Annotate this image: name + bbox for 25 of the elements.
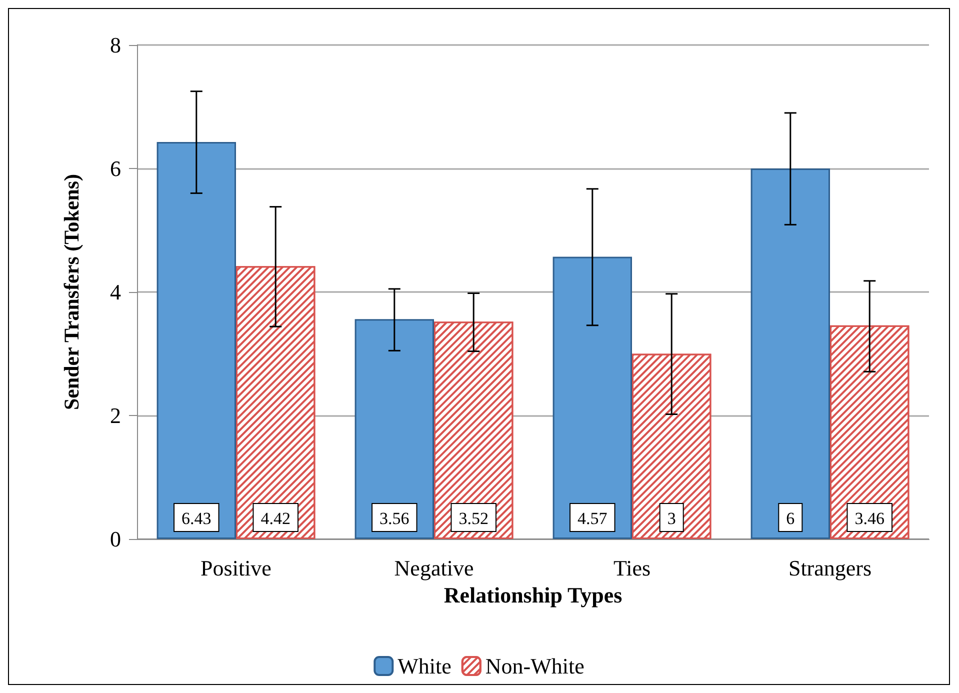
x-axis-title: Relationship Types: [444, 582, 623, 608]
data-label: 6.43: [182, 509, 212, 528]
x-tick-label: Ties: [613, 556, 651, 580]
data-label: 4.57: [578, 509, 608, 528]
data-label: 6: [786, 509, 795, 528]
x-tick-label: Strangers: [788, 556, 872, 580]
data-label: 3.46: [854, 509, 884, 528]
y-tick-label: 2: [110, 403, 121, 428]
y-tick-label: 0: [110, 526, 121, 552]
legend-label: Non-White: [485, 654, 584, 678]
bar: [552, 256, 632, 539]
y-axis-title: Sender Transfers (Tokens): [60, 174, 84, 410]
data-label: 3.56: [380, 509, 410, 528]
bar: [750, 168, 830, 539]
x-tick-label: Positive: [200, 556, 272, 580]
legend-label: White: [398, 654, 452, 678]
bar: [156, 142, 236, 539]
y-tick-label: 8: [110, 32, 121, 58]
bar: [354, 319, 434, 539]
x-tick-label: Negative: [394, 556, 474, 580]
data-label: 4.42: [260, 509, 290, 528]
data-label: 3: [667, 509, 676, 528]
y-tick-label: 6: [110, 156, 121, 181]
y-tick-label: 4: [110, 280, 121, 304]
data-label: 3.52: [458, 509, 488, 528]
